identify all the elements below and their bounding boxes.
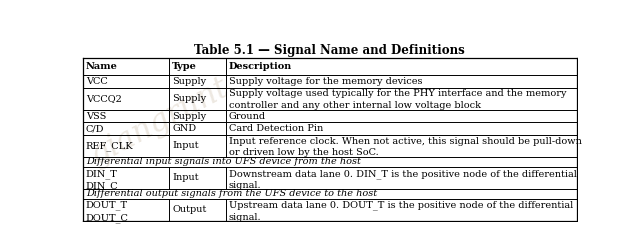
Text: Differential input signals into UFS device from the host: Differential input signals into UFS devi… xyxy=(85,157,361,166)
Text: Card Detection Pin: Card Detection Pin xyxy=(229,124,323,133)
Text: giangrunt: giangrunt xyxy=(85,72,234,171)
Text: Input reference clock. When not active, this signal should be pull-down
or drive: Input reference clock. When not active, … xyxy=(229,137,582,157)
Bar xyxy=(83,123,577,135)
Text: Supply: Supply xyxy=(172,77,206,86)
Text: Table 5.1 — Signal Name and Definitions: Table 5.1 — Signal Name and Definitions xyxy=(194,44,464,57)
Text: Input: Input xyxy=(172,173,199,182)
Text: DOUT_T
DOUT_C: DOUT_T DOUT_C xyxy=(85,201,128,223)
Text: Input: Input xyxy=(172,141,199,150)
Text: GND: GND xyxy=(172,124,196,133)
Text: Supply voltage for the memory devices: Supply voltage for the memory devices xyxy=(229,77,422,86)
Text: Ground: Ground xyxy=(229,112,266,121)
Text: Differential output signals from the UFS device to the host: Differential output signals from the UFS… xyxy=(85,189,377,198)
Text: C/D: C/D xyxy=(85,124,104,133)
Text: VCCQ2: VCCQ2 xyxy=(85,94,121,103)
Text: DIN_T
DIN_C: DIN_T DIN_C xyxy=(85,169,118,191)
Bar xyxy=(83,157,577,167)
Text: Type: Type xyxy=(172,62,197,71)
Text: Downstream data lane 0. DIN_T is the positive node of the differential
signal.: Downstream data lane 0. DIN_T is the pos… xyxy=(229,169,577,190)
Text: Name: Name xyxy=(85,62,117,71)
Bar xyxy=(83,189,577,199)
Text: Supply: Supply xyxy=(172,112,206,121)
Text: Upstream data lane 0. DOUT_T is the positive node of the differential
signal.: Upstream data lane 0. DOUT_T is the posi… xyxy=(229,201,573,222)
Text: VCC: VCC xyxy=(85,77,107,86)
Text: Output: Output xyxy=(172,205,207,214)
Text: VSS: VSS xyxy=(85,112,106,121)
Text: Supply voltage used typically for the PHY interface and the memory
controller an: Supply voltage used typically for the PH… xyxy=(229,89,566,110)
Bar xyxy=(83,110,577,123)
Text: REF_CLK: REF_CLK xyxy=(85,141,134,151)
Bar xyxy=(83,75,577,88)
Text: Supply: Supply xyxy=(172,94,206,103)
Bar xyxy=(83,58,577,75)
Text: Description: Description xyxy=(229,62,292,71)
